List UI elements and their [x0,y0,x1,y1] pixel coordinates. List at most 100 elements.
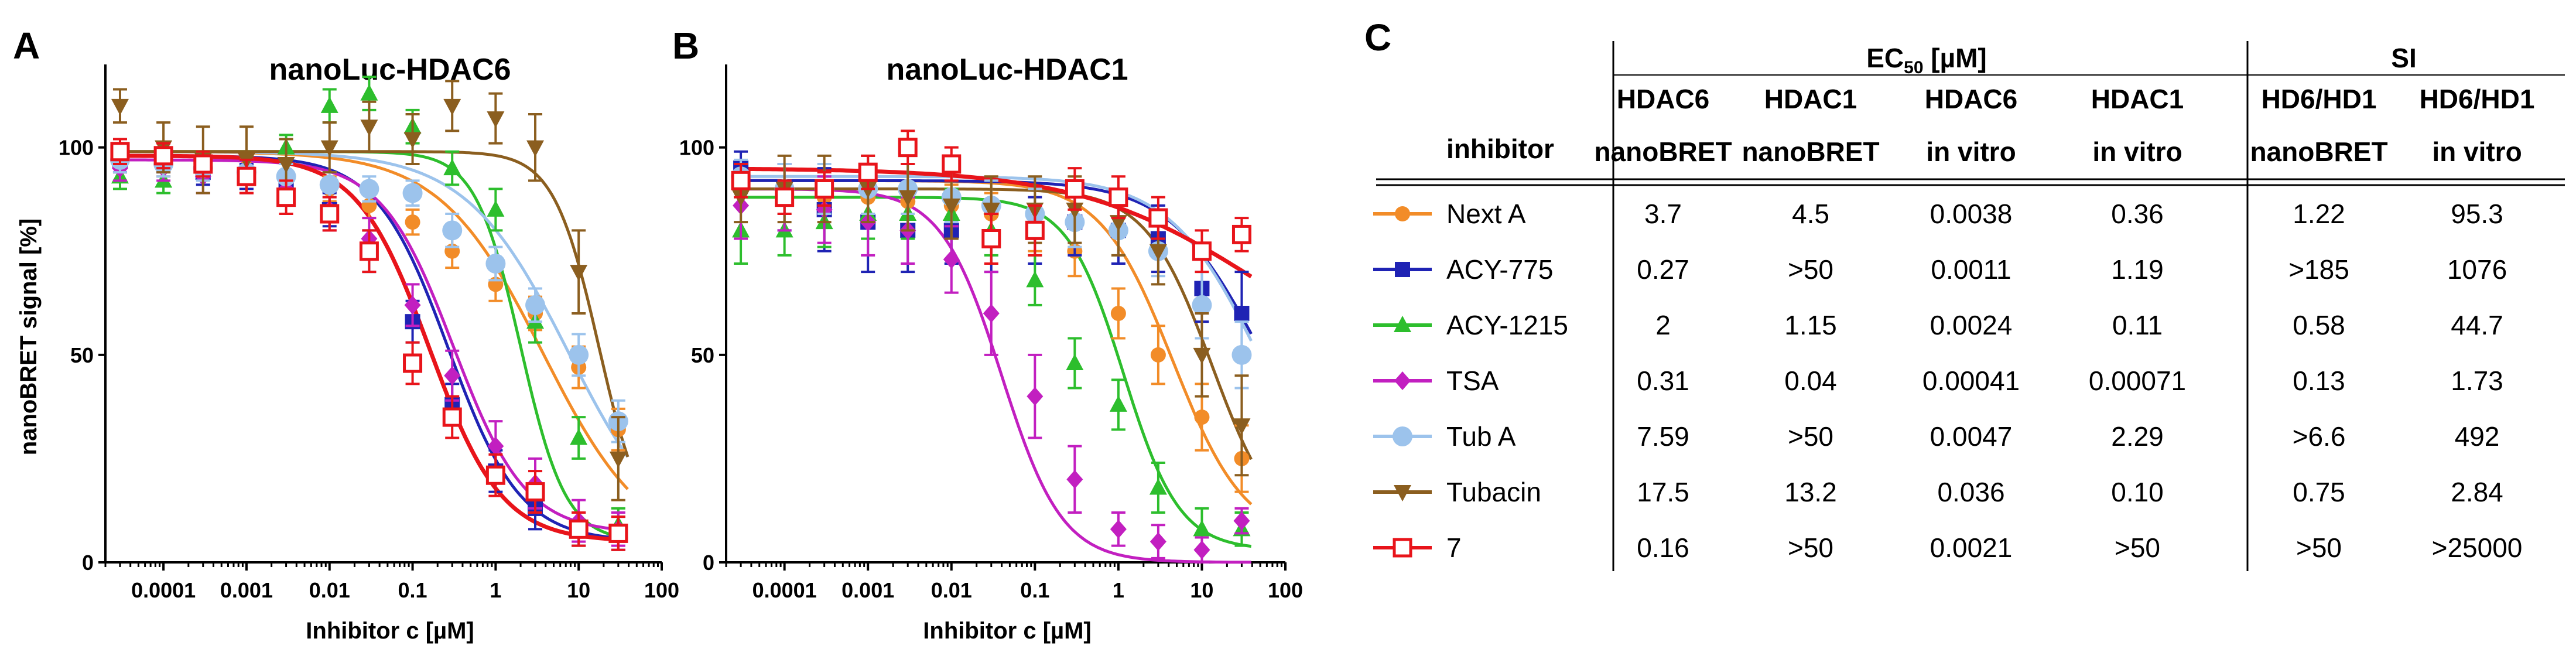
data-point [569,519,589,539]
col-header-top: HD6/HD1 [2420,84,2535,114]
panel-b-y-tick-label: 100 [679,136,714,160]
table-cell: 0.10 [2111,477,2164,507]
legend-marker [1394,485,1411,501]
ec50-unit: [µM] [1924,43,1987,73]
col-header-bottom: in vitro [2092,136,2182,167]
data-point [609,451,627,468]
table-cell: >50 [1788,421,1833,452]
data-point [487,111,505,128]
table-cell: 1.15 [1784,310,1837,340]
table-cell: >6.6 [2293,421,2346,452]
data-point [982,202,1000,219]
data-point [1109,215,1127,232]
data-point [1109,187,1128,207]
table-cell: 2.84 [2451,477,2503,507]
data-point [1233,418,1251,435]
table-cell: 95.3 [2451,199,2503,229]
data-point [525,482,545,502]
data-point [1110,306,1126,321]
data-point [1066,470,1083,489]
panel-a-x-tick-label: 1 [490,578,501,602]
inhibitor-name: Next A [1446,199,1526,229]
panel-b-x-tick-label: 100 [1268,578,1303,602]
data-point [942,154,962,174]
data-point [277,157,295,173]
data-point [485,465,505,485]
col-header-top: HDAC6 [1617,84,1709,114]
data-point [1066,354,1084,370]
data-point [775,187,795,207]
col-header-bottom: nanoBRET [1594,136,1732,167]
data-point [442,407,462,427]
panel-b-fit-curve [741,196,1252,548]
table-cell: 492 [2455,421,2500,452]
legend-marker [1394,316,1411,332]
table-row: Tub A 7.59 >50 0.0047 2.29 >6.6 492 [1373,421,2499,452]
panel-b-letter: B [672,25,699,67]
col-header-bottom: in vitro [1926,136,2016,167]
data-point [487,436,504,456]
ec50-group-header: EC50 [µM] [1866,43,1987,77]
table-cell: 44.7 [2451,310,2503,340]
panel-a-letter: A [13,25,40,67]
panel-c-letter: C [1364,16,1391,59]
table-cell: 0.0011 [1931,254,2011,285]
table-cell: >25000 [2432,532,2523,563]
data-point [898,138,918,158]
data-point [570,265,588,282]
table-cell: 13.2 [1784,477,1837,507]
table-cell: 0.00071 [2089,366,2186,396]
col-header-bottom: nanoBRET [1742,136,1879,167]
data-point [404,295,421,315]
col-header-top: HDAC1 [1764,84,1857,114]
data-point [319,175,340,195]
inhibitor-name: Tubacin [1446,477,1541,507]
data-point [1231,344,1252,365]
ec50-subscript: 50 [1904,58,1923,77]
data-point [402,183,423,203]
data-point [1192,295,1212,315]
table-cell: 1.22 [2293,199,2345,229]
panel-a-x-tick-label: 0.001 [220,578,273,602]
table-cell: >50 [2296,532,2342,563]
data-point [320,140,338,157]
data-point [1231,224,1251,244]
table-cell: 0.11 [2112,310,2163,340]
table-cell: 0.36 [2111,199,2164,229]
data-point [405,214,420,230]
data-point [525,295,546,315]
panel-b-y-tick-label: 50 [691,343,714,367]
panel-a-plot: 0 50 100 0.0001 0.001 0.01 0.1 1 10 100 [59,64,679,602]
data-point [485,254,506,274]
data-point [1065,179,1085,199]
data-point [570,428,588,445]
data-point [1026,271,1044,288]
data-point [153,146,173,166]
table-cell: 7.59 [1637,421,1689,452]
table-cell: 0.31 [1637,366,1689,396]
legend-marker [1395,206,1410,221]
panel-a-x-tick-label: 10 [567,578,590,602]
data-point [320,204,340,224]
table-cell: 2.29 [2111,421,2164,452]
data-point [1148,208,1168,228]
panel-b-x-tick-label: 0.0001 [752,578,817,602]
data-point [320,96,338,113]
data-point [359,241,379,261]
panel-a-title: nanoLuc-HDAC6 [269,53,511,87]
table-cell: 0.58 [2293,310,2345,340]
panel-a-series-tubacin [111,80,627,501]
data-point [1027,387,1044,406]
panel-a-x-tick-label: 0.01 [309,578,350,602]
data-point [943,250,960,269]
ec50-main: EC [1866,43,1904,73]
si-group-header: SI [2391,43,2416,73]
panel-a-x-label: Inhibitor c [µM] [306,618,474,644]
table-row: ACY-1215 2 1.15 0.0024 0.11 0.58 44.7 [1373,310,2503,340]
panel-c-table: C EC50 [µM] SI HDAC6 HDAC1 HDAC6 HDAC1 HD6/H… [1364,16,2565,571]
data-point [360,119,378,136]
data-point [942,198,960,215]
data-point [1192,241,1212,261]
data-point [1109,395,1127,412]
